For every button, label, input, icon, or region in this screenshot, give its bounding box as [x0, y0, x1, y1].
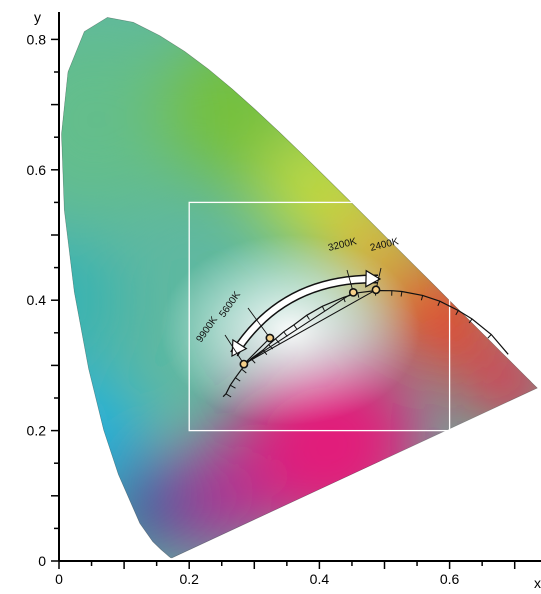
spectral-locus-outline	[61, 17, 538, 559]
cct-points	[239, 285, 381, 369]
y-tick-label: 0.6	[27, 162, 47, 178]
y-axis-title: y	[34, 9, 41, 25]
gamut-box	[188, 201, 451, 432]
y-tick-label: 0	[38, 553, 46, 569]
y-tick-label: 0.2	[27, 423, 47, 439]
convergence-lines-9900k	[243, 289, 377, 365]
x-tick-label: 0.2	[179, 571, 199, 587]
cct-point-5600k	[265, 333, 275, 343]
x-tick-label: 0.4	[310, 571, 330, 587]
cct-point-9900k	[239, 359, 249, 369]
x-tick-label: 0.6	[440, 571, 460, 587]
cct-point-3200k	[348, 287, 358, 297]
y-tick-label: 0.8	[27, 31, 47, 47]
planckian-locus-curve	[222, 289, 509, 398]
cct-point-2400k	[371, 285, 381, 295]
y-tick-label: 0.4	[27, 292, 47, 308]
x-tick-label: 0	[55, 571, 63, 587]
axes: 0 0.2 0.4 0.6 0 0.2 0.4 0.6 0.8 x y	[27, 9, 541, 591]
x-axis-title: x	[534, 575, 541, 591]
